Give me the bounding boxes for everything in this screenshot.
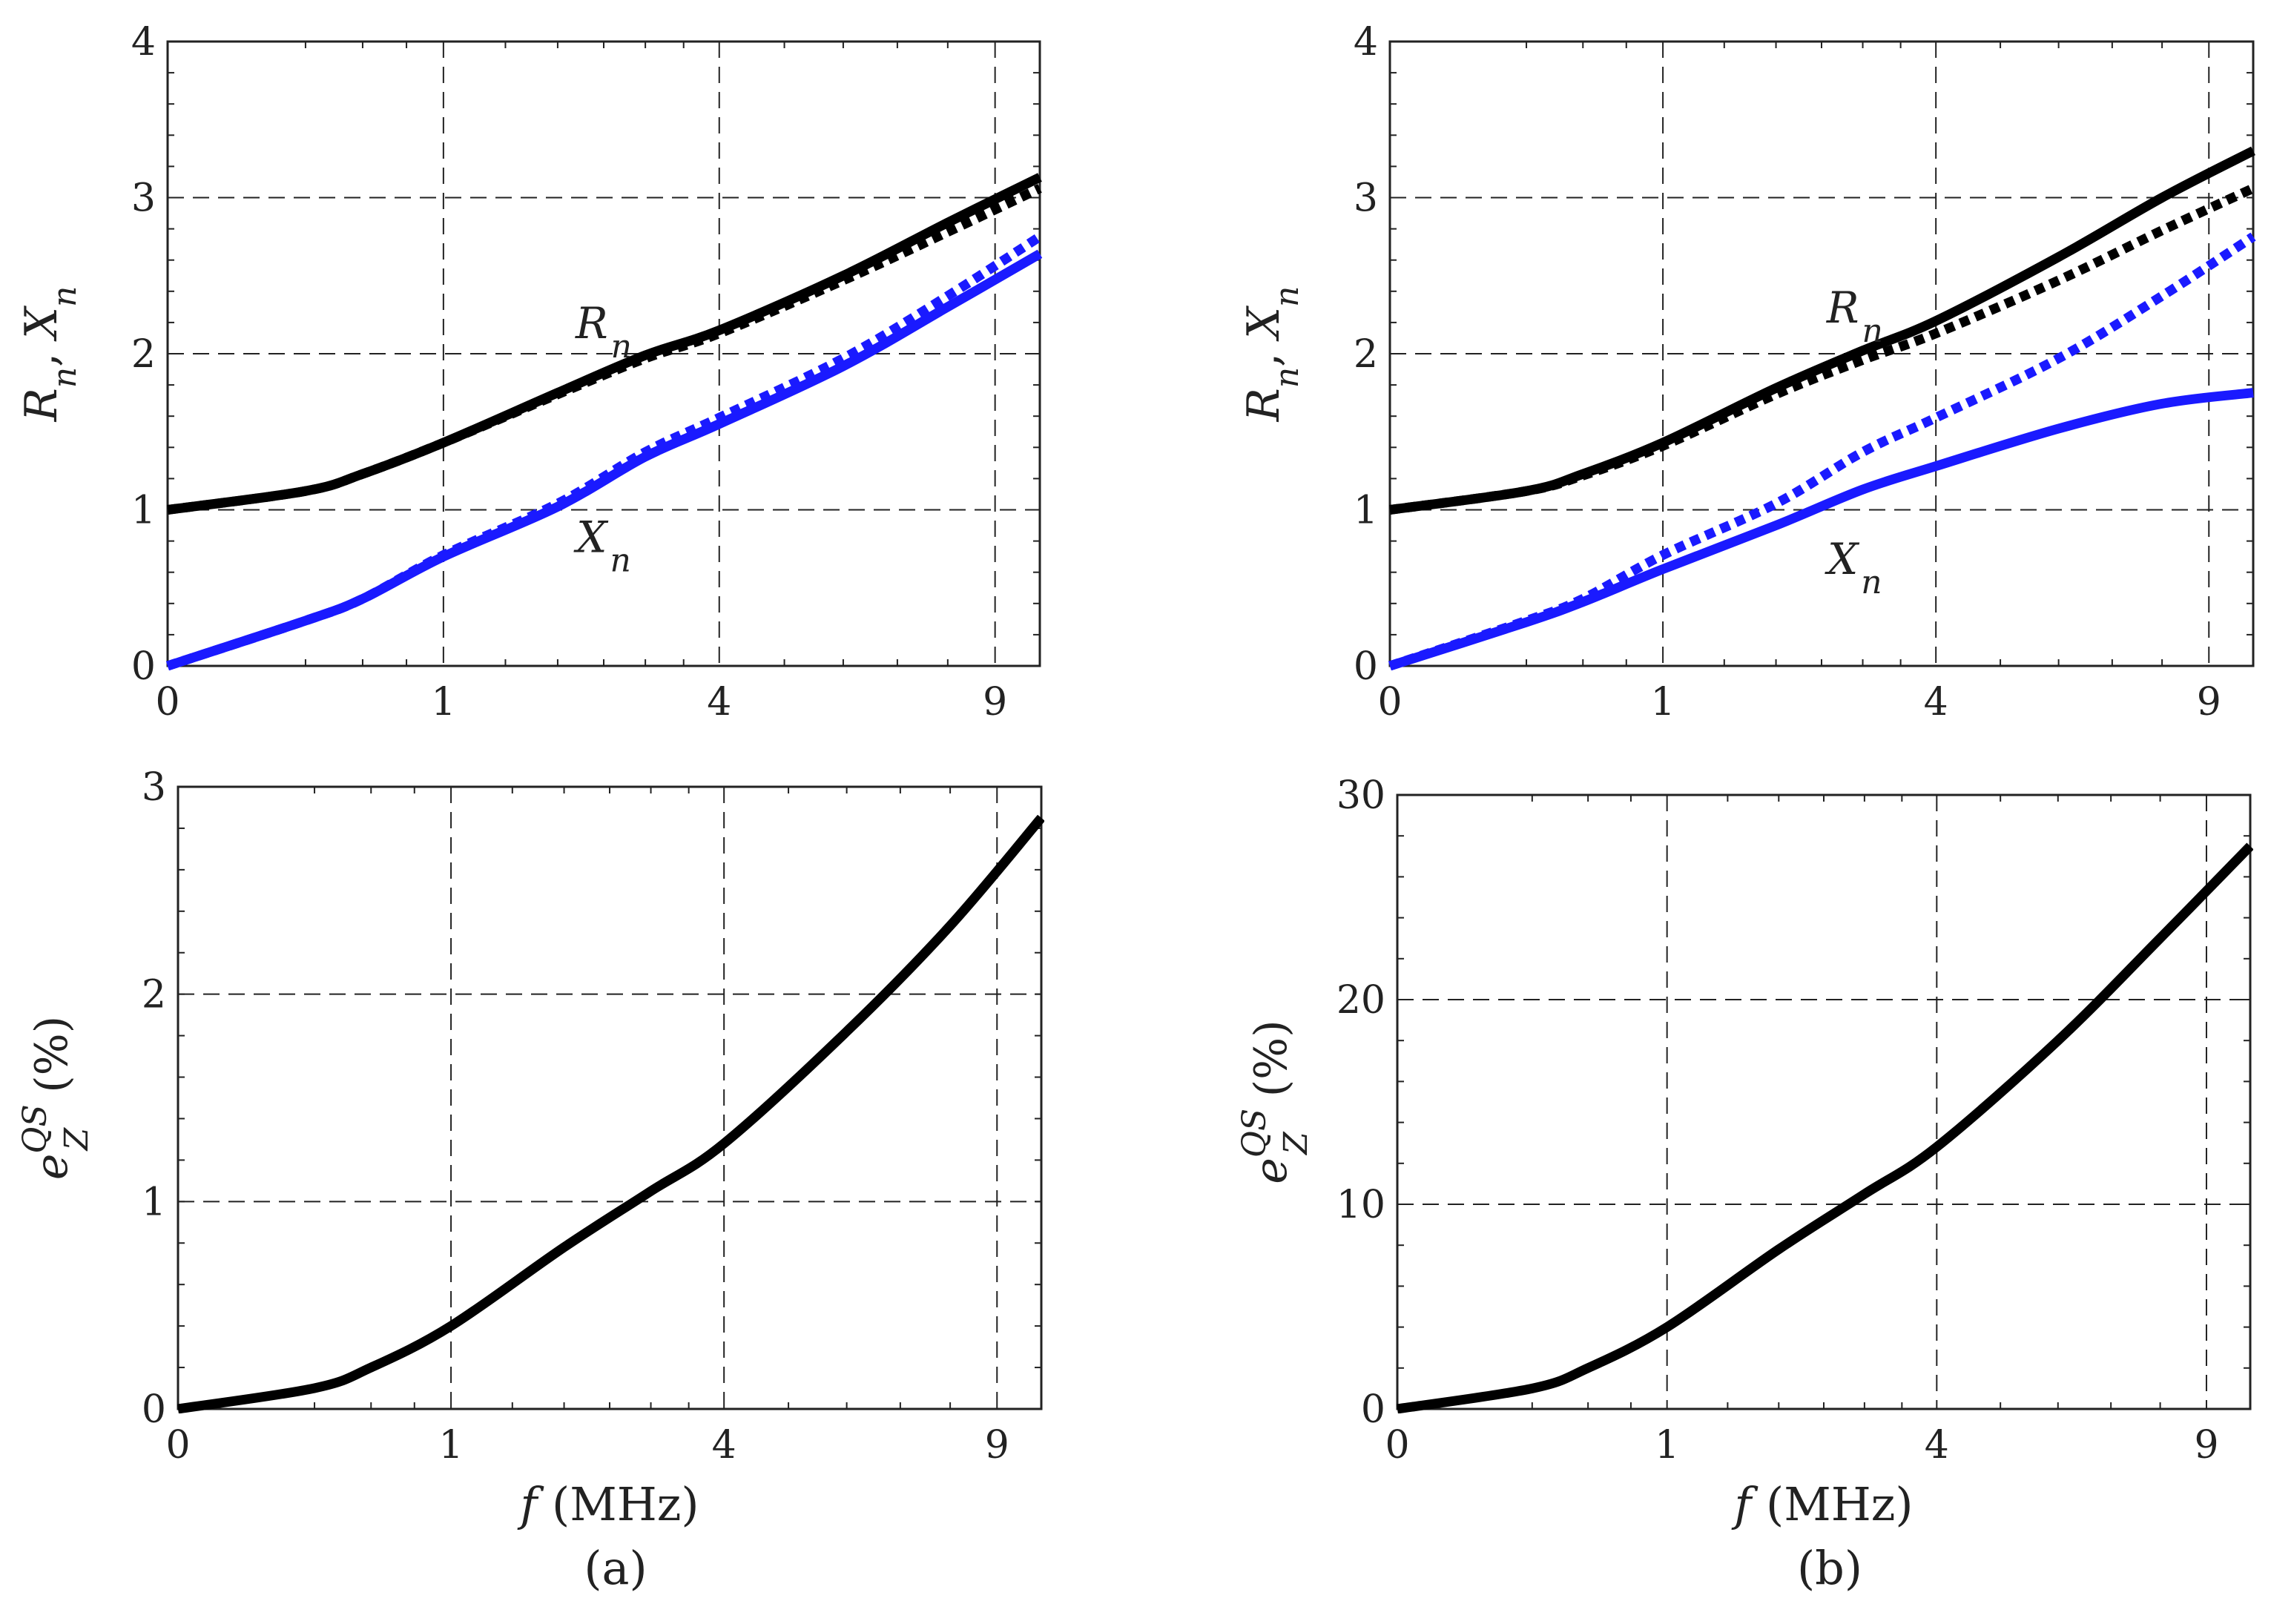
plot-frame: [1396, 793, 2252, 1410]
annotation-label: Rn: [575, 298, 632, 366]
panel-caption: (a): [584, 1541, 647, 1595]
series-e-z-qs-line: [177, 814, 1044, 1413]
x-axis-label: f (MHz): [1731, 1477, 1913, 1531]
panel-b-bottom: 0 1 4 9 0 10 20 30 eQS Z (%) f (MHz) (b): [1236, 773, 2253, 1595]
y-tick-label: 3: [142, 765, 166, 810]
y-tick-label: 3: [131, 176, 156, 221]
y-tick-label: 0: [142, 1387, 166, 1432]
series-group: [1397, 842, 2253, 1413]
x-tick-label: 4: [1924, 680, 1948, 724]
annotation-label: Xn: [573, 512, 631, 579]
x-tick-label: 9: [2197, 680, 2221, 724]
y-tick-label: 0: [1354, 644, 1378, 689]
panel-caption: (b): [1797, 1541, 1862, 1595]
y-tick-label: 1: [142, 1180, 166, 1224]
y-axis-label: Rn, Xn: [1238, 286, 1306, 423]
x-tick-label: 9: [985, 1423, 1009, 1468]
y-tick-label: 0: [1361, 1387, 1385, 1432]
panel-a-bottom: 0 1 4 9 0 1 2 3 eQS Z (%) f (MHz) (a): [16, 765, 1044, 1595]
series-x-n-quasi-static-line: [165, 232, 1043, 670]
y-tick-label: 4: [1354, 20, 1378, 65]
x-tick-label: 1: [1655, 1423, 1679, 1468]
y-tick-label: 4: [131, 20, 156, 65]
y-tick-label: 2: [131, 332, 156, 377]
annotation-label: Rn: [1826, 283, 1883, 350]
series-group: [165, 173, 1043, 670]
x-tick-label: 0: [1377, 680, 1402, 724]
y-axis-label: eQS Z (%): [16, 1016, 96, 1180]
series-group: [177, 814, 1044, 1413]
y-tick-label: 1: [131, 489, 156, 533]
y-tick-label: 1: [1354, 489, 1378, 533]
x-tick-label: 0: [1385, 1423, 1409, 1468]
x-tick-label: 1: [1651, 680, 1675, 724]
x-tick-label: 1: [439, 1423, 464, 1468]
y-axis-label: Rn, Xn: [16, 286, 84, 423]
x-tick-label: 4: [1925, 1423, 1949, 1468]
annotation-label: Xn: [1825, 534, 1882, 601]
y-axis-label: eQS Z (%): [1236, 1020, 1315, 1184]
x-axis-label: f (MHz): [517, 1477, 699, 1531]
panel-b-top: 0 1 4 9 0 1 2 3 4 Rn Xn Rn, Xn: [1238, 20, 2256, 724]
y-tick-label: 30: [1336, 773, 1385, 818]
y-tick-label: 0: [131, 644, 156, 689]
y-tick-label: 2: [1354, 332, 1378, 377]
x-tick-label: 0: [155, 680, 179, 724]
series-r-n-quasi-static-line: [1389, 183, 2255, 515]
panel-a-top: 0 1 4 9 0 1 2 3 4 Rn Xn Rn, Xn: [16, 20, 1043, 724]
x-tick-label: 4: [707, 680, 731, 724]
x-tick-label: 9: [2194, 1423, 2218, 1468]
x-tick-label: 0: [165, 1423, 190, 1468]
series-r-n-quasi-static-line: [167, 184, 1042, 515]
series-r-n-line: [1389, 146, 2255, 515]
series-group: [1388, 146, 2256, 670]
y-tick-label: 2: [142, 973, 166, 1017]
x-tick-label: 9: [983, 680, 1007, 724]
y-tick-label: 20: [1336, 978, 1385, 1023]
series-e-z-qs-line: [1397, 842, 2253, 1413]
series-x-n-quasi-static-line: [1388, 232, 2256, 670]
y-tick-label: 10: [1336, 1183, 1385, 1227]
plot-frame: [177, 785, 1043, 1410]
x-tick-label: 1: [431, 680, 455, 724]
x-tick-label: 4: [712, 1423, 736, 1468]
y-tick-label: 3: [1354, 176, 1378, 221]
